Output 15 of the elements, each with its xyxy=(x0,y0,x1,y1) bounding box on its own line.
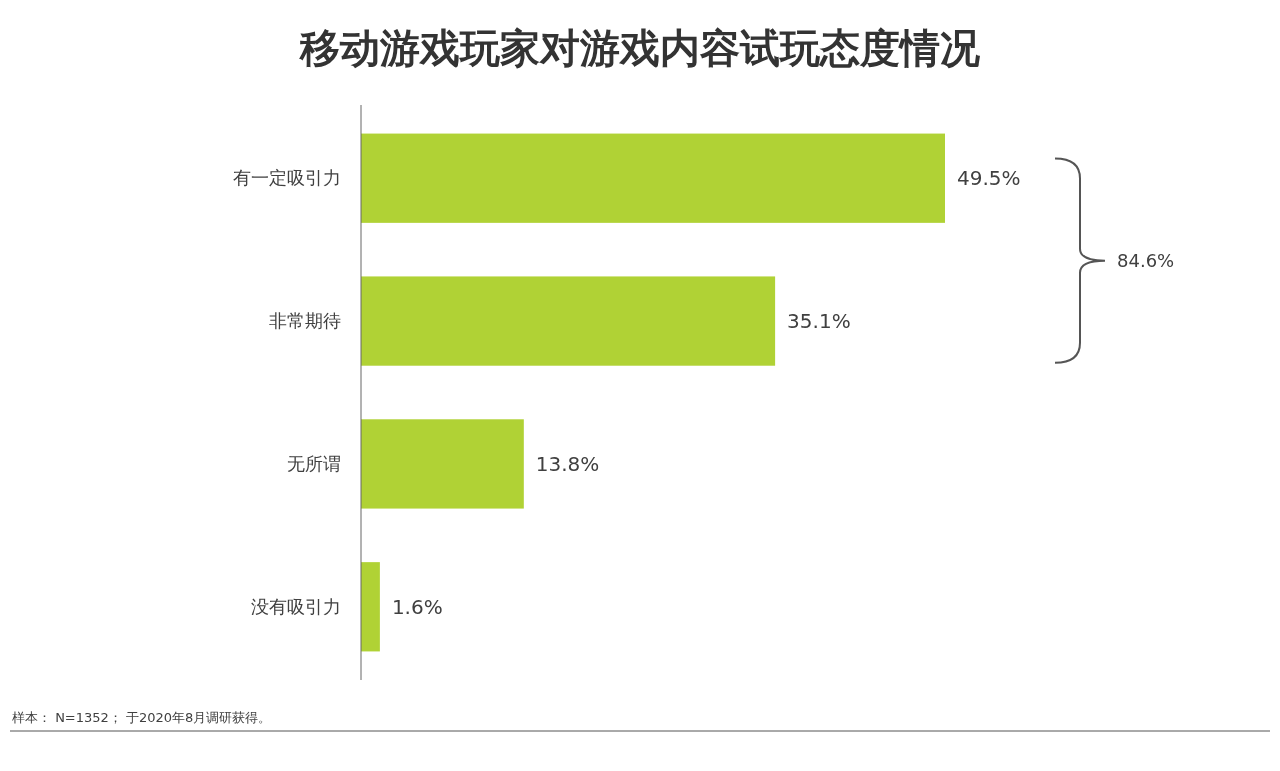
y-tick-label: 有一定吸引力 xyxy=(233,166,341,188)
bar xyxy=(361,276,776,366)
data-label: 13.8% xyxy=(535,451,600,476)
y-tick-label: 非常期待 xyxy=(269,309,341,331)
bar xyxy=(361,133,945,223)
y-tick-label: 无所谓 xyxy=(287,452,341,474)
y-tick-label: 没有吸引力 xyxy=(251,595,341,617)
data-label: 1.6% xyxy=(391,594,443,619)
chart-title: 移动游戏玩家对游戏内容试玩态度情况 xyxy=(299,25,980,71)
data-label: 35.1% xyxy=(787,309,851,334)
bar xyxy=(361,419,524,509)
text: 样本： N=1352； 于2020年8月调研获得。 xyxy=(12,710,272,725)
bar xyxy=(361,562,380,652)
data-label: 49.5% xyxy=(957,166,1021,191)
text: 84.6% xyxy=(1117,249,1175,271)
